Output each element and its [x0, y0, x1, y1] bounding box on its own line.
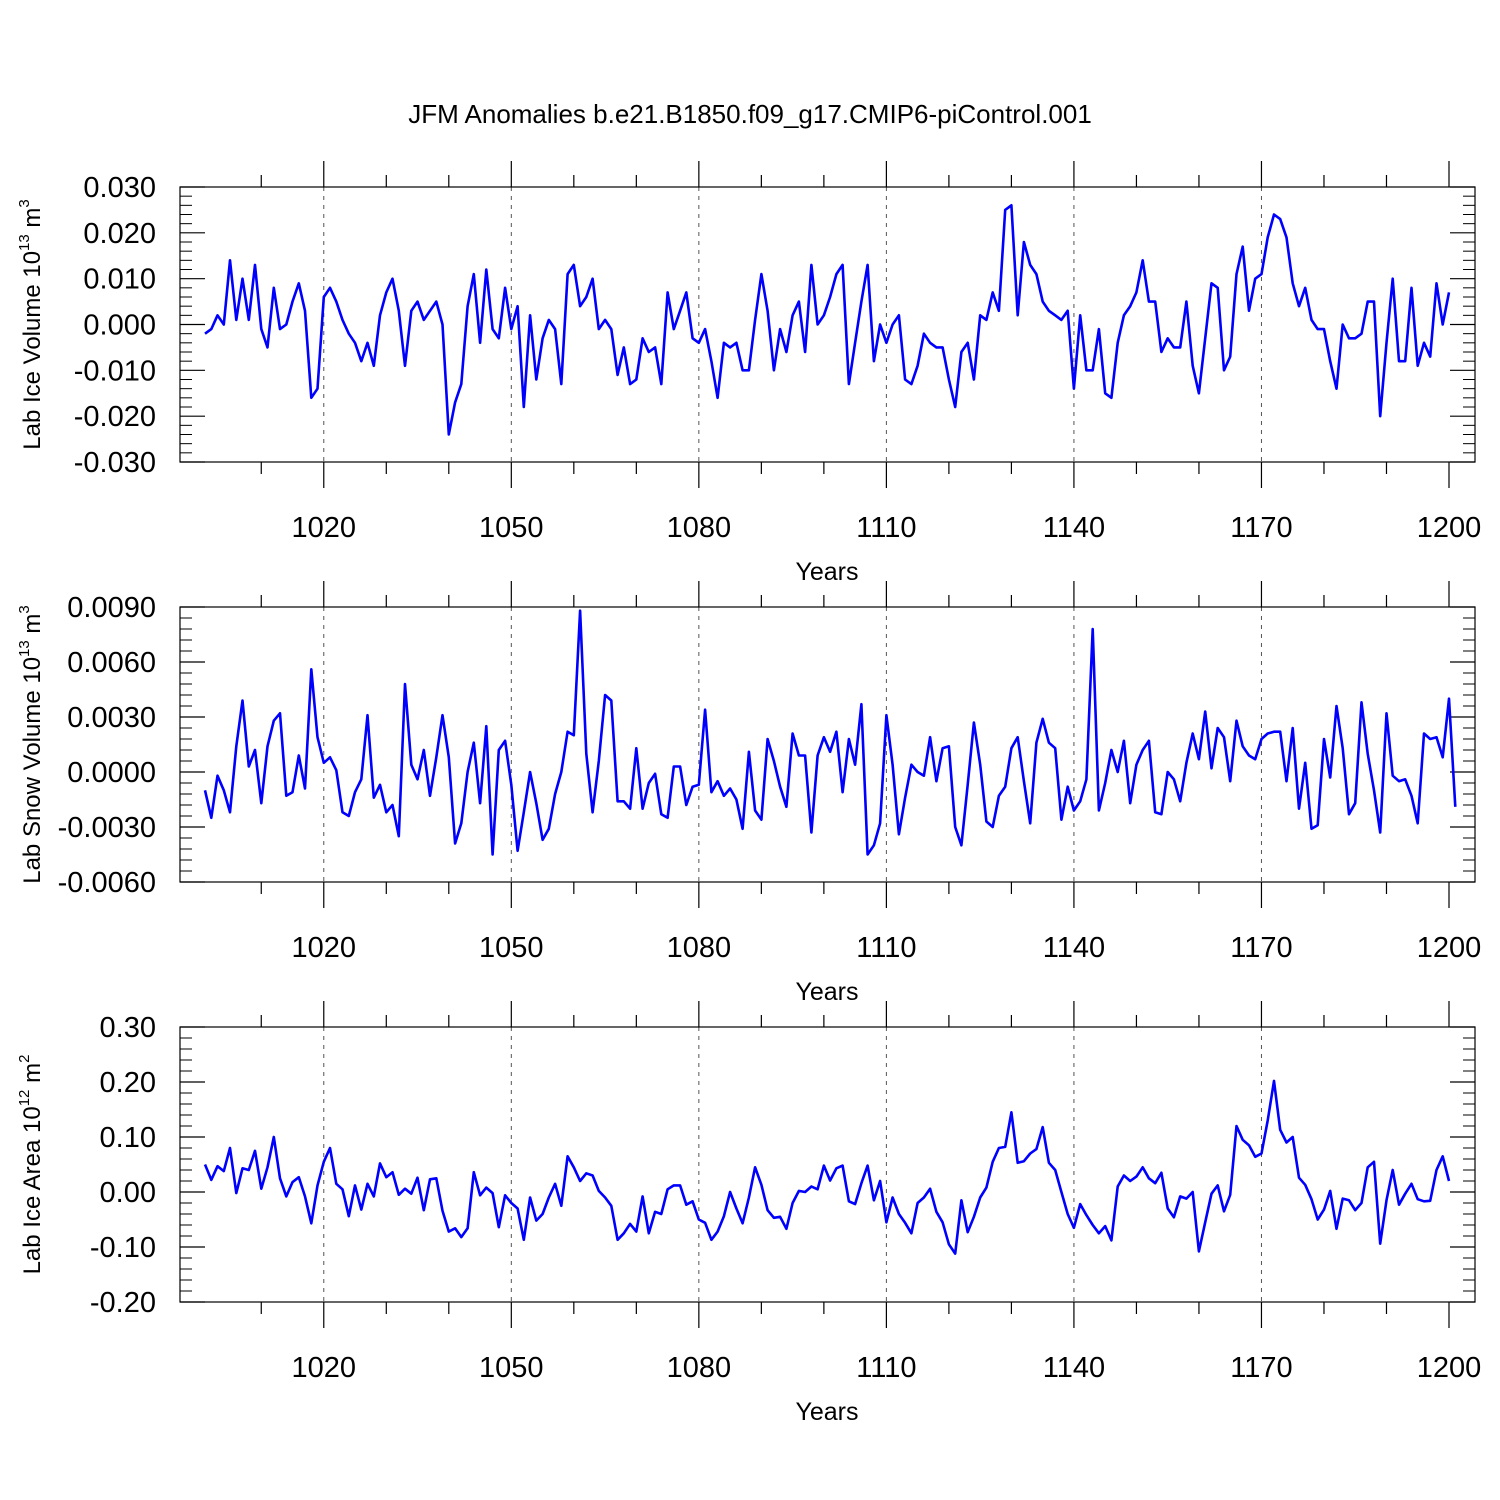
ice-volume-xtick-label: 1020 — [292, 512, 357, 544]
ice-area-ytick-label: 0.30 — [100, 1012, 156, 1044]
ice-area-xtick-label: 1200 — [1417, 1352, 1482, 1384]
ice-volume-yaxis-label: Lab Ice Volume 1013 m3 — [16, 199, 46, 450]
ice-area-ytick-label: 0.00 — [100, 1177, 156, 1209]
snow-volume-series-line — [203, 609, 1457, 856]
ice-volume-ytick-label: 0.010 — [83, 264, 156, 296]
ice-volume-ytick-label: 0.000 — [83, 310, 156, 342]
ice-area-xtick-label: 1110 — [856, 1352, 916, 1384]
snow-volume-xtick-label: 1050 — [479, 932, 544, 964]
ice-area-xtick-label: 1170 — [1230, 1352, 1292, 1384]
snow-volume-frame — [179, 606, 1476, 883]
snow-volume-xtick-label: 1020 — [292, 932, 357, 964]
ice-area-ytick-label: -0.10 — [90, 1232, 156, 1264]
ice-volume-series-line — [204, 204, 1451, 436]
ice-area-xtick-label: 1050 — [479, 1352, 544, 1384]
ice-volume-xtick-label: 1140 — [1043, 512, 1105, 544]
ice-area-ytick-label: 0.20 — [100, 1067, 156, 1099]
ice-volume-xtick-label: 1050 — [479, 512, 544, 544]
snow-volume-yaxis-label: Lab Snow Volume 1013 m3 — [16, 605, 46, 884]
panel-ice-volume: 1020 1050 1080 1110 1140 1170 1200 Years -0.030 -… — [16, 161, 1481, 586]
ice-volume-xaxis-label: Years — [795, 558, 858, 586]
panel-snow-volume: 1020 1050 1080 1110 1140 1170 1200 Years -0.0060… — [16, 581, 1481, 1006]
snow-volume-xtick-label: 1140 — [1043, 932, 1105, 964]
ice-area-series-line — [203, 1079, 1451, 1255]
ice-volume-ytick-label: 0.030 — [83, 172, 156, 204]
ice-volume-xtick-label: 1200 — [1417, 512, 1482, 544]
snow-volume-xtick-label: 1110 — [856, 932, 916, 964]
ice-area-xaxis-label: Years — [795, 1398, 858, 1426]
ice-volume-ytick-label: -0.010 — [74, 355, 156, 387]
ice-volume-xtick-label: 1170 — [1230, 512, 1292, 544]
ice-volume-ytick-label: -0.030 — [74, 447, 156, 479]
panel-ice-area: 1020 1050 1080 1110 1140 1170 1200 Years -0.20 -0… — [16, 1001, 1481, 1426]
snow-volume-xtick-label: 1200 — [1417, 932, 1482, 964]
ice-area-xtick-label: 1020 — [292, 1352, 357, 1384]
snow-volume-ytick-label: 0.0000 — [67, 757, 156, 789]
snow-volume-ytick-label: 0.0090 — [67, 592, 156, 624]
snow-volume-ytick-label: -0.0060 — [58, 867, 156, 899]
snow-volume-ytick-label: -0.0030 — [58, 812, 156, 844]
snow-volume-ytick-label: 0.0030 — [67, 702, 156, 734]
snow-volume-xtick-label: 1170 — [1230, 932, 1292, 964]
ice-area-xtick-label: 1140 — [1043, 1352, 1105, 1384]
figure-title: JFM Anomalies b.e21.B1850.f09_g17.CMIP6-… — [408, 99, 1092, 129]
snow-volume-xaxis-label: Years — [795, 978, 858, 1006]
snow-volume-xtick-label: 1080 — [667, 932, 732, 964]
ice-volume-ytick-label: 0.020 — [83, 218, 156, 250]
ice-area-ytick-label: -0.20 — [90, 1287, 156, 1319]
ice-volume-xtick-label: 1110 — [856, 512, 916, 544]
ice-area-frame — [179, 1026, 1476, 1303]
ice-volume-ytick-label: -0.020 — [74, 401, 156, 433]
ice-area-xtick-label: 1080 — [667, 1352, 732, 1384]
snow-volume-ytick-label: 0.0060 — [67, 647, 156, 679]
ice-area-ytick-label: 0.10 — [100, 1122, 156, 1154]
ice-area-yaxis-label: Lab Ice Area 1012 m2 — [16, 1055, 46, 1275]
ice-volume-xtick-label: 1080 — [667, 512, 732, 544]
